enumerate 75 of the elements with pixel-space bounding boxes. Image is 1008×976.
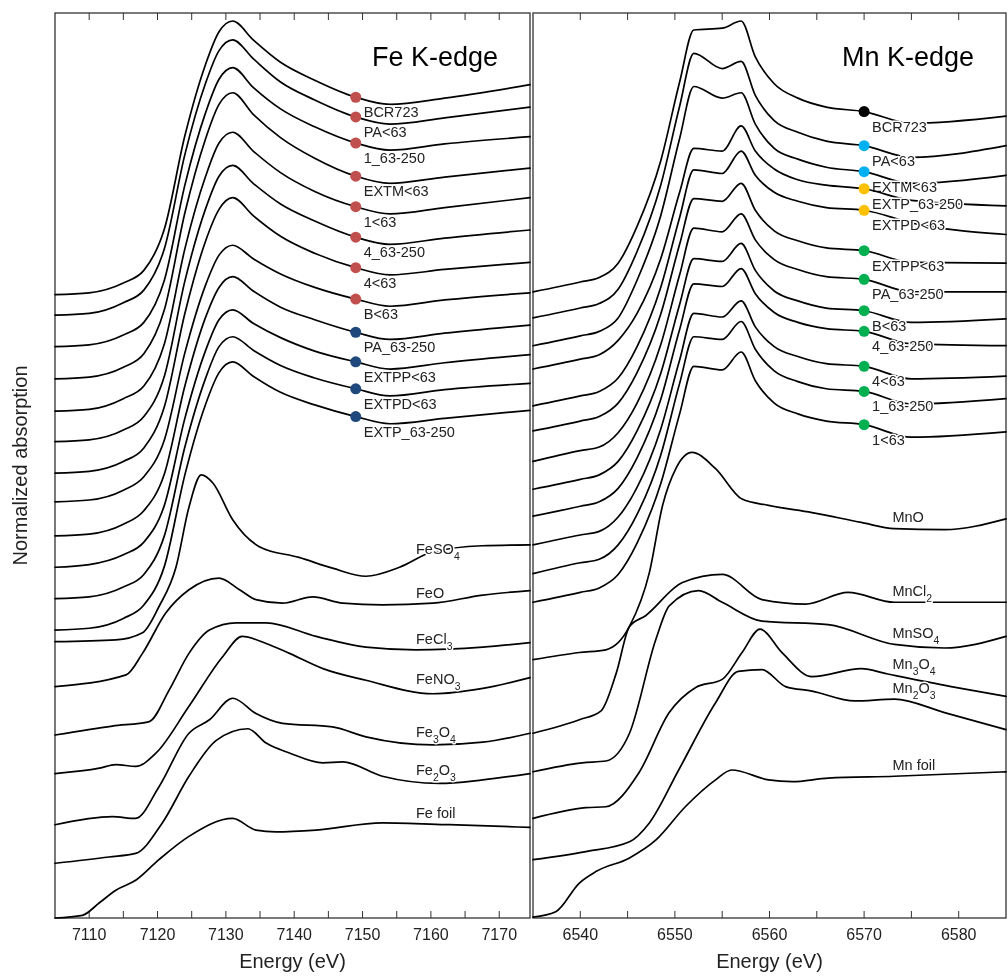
series-label: 1_63-250 — [363, 149, 425, 166]
series-label: 1_63-250 — [872, 398, 934, 415]
series-label: EXTP_63-250 — [363, 423, 455, 440]
point — [350, 91, 362, 103]
series-label: 1<63 — [363, 213, 397, 230]
series-label: BCR723 — [872, 118, 927, 135]
x-tick-label: 7120 — [139, 926, 176, 943]
series-label: Mn$_{2}$O$_{3}$ — [892, 680, 936, 701]
x-tick-label: 7170 — [481, 926, 518, 943]
series-label: FeNO$_{3}$ — [416, 671, 461, 692]
series-label: Mn foil — [892, 757, 936, 774]
series-label: PA<63 — [363, 123, 407, 140]
series-label: EXTPP<63 — [872, 257, 945, 274]
x-tick-label: 7160 — [413, 926, 449, 943]
point — [350, 201, 362, 213]
series-label: 4<63 — [872, 373, 905, 390]
series-label: MnSO$_{4}$ — [892, 624, 940, 646]
series-label: FeCl$_{3}$ — [416, 630, 453, 652]
point — [858, 183, 870, 195]
series-label: EXTM<63 — [363, 183, 429, 200]
point — [350, 293, 362, 305]
point — [350, 262, 362, 274]
series-label: MnO — [892, 509, 924, 526]
series-label: EXTM<63 — [872, 178, 937, 195]
series-label: 4<63 — [363, 274, 397, 291]
point — [858, 419, 870, 431]
series-label: PA<63 — [872, 152, 915, 169]
series-label: BCR723 — [363, 104, 419, 121]
series-label: 4_63-250 — [872, 338, 934, 355]
point — [858, 204, 870, 216]
point — [858, 385, 870, 397]
point — [858, 140, 870, 152]
point — [350, 326, 362, 338]
series-label: PA_63-250 — [363, 339, 436, 356]
point — [858, 106, 870, 118]
x-tick-label: 7140 — [276, 926, 313, 943]
point — [350, 111, 362, 123]
point — [350, 170, 362, 182]
x-tick-label: 6540 — [562, 926, 599, 943]
x-tick-label: 7150 — [344, 926, 381, 943]
point — [350, 137, 362, 149]
series-label: 1<63 — [872, 431, 905, 448]
text: Fe K-edge — [371, 42, 498, 72]
text: Mn K-edge — [841, 42, 974, 72]
x-tick-label: 6560 — [751, 926, 788, 943]
x-tick-label: 6550 — [657, 926, 693, 943]
x-tick-label: 7110 — [71, 926, 107, 943]
point — [858, 273, 870, 285]
series-label: Mn$_{3}$O$_{4}$ — [892, 655, 936, 677]
series-label: EXTPP<63 — [363, 368, 436, 385]
x-axis-title: Energy (eV) — [239, 950, 346, 972]
x-tick-label: 6580 — [940, 926, 977, 943]
x-tick-label: 7130 — [208, 926, 244, 943]
series-label: EXTPD<63 — [363, 395, 437, 412]
point — [858, 245, 870, 257]
series-label: PA_63-250 — [872, 286, 944, 303]
point — [858, 360, 870, 372]
point — [350, 383, 362, 395]
series-label: B<63 — [872, 317, 907, 334]
series-label: FeO — [416, 584, 445, 601]
point — [350, 356, 362, 368]
point — [350, 411, 362, 423]
x-axis-title: Energy (eV) — [716, 950, 823, 972]
series-label: Fe$_{3}$O$_{4}$ — [416, 723, 457, 745]
y-axis-title: Normalized absorption — [9, 365, 31, 566]
series-label: 4_63-250 — [363, 244, 425, 261]
point — [858, 325, 870, 337]
series-label: MnCl$_{2}$ — [892, 582, 933, 604]
series-label: Fe$_{2}$O$_{3}$ — [416, 761, 457, 783]
point — [858, 305, 870, 317]
point — [858, 166, 870, 178]
series-label: B<63 — [363, 306, 398, 323]
point — [350, 231, 362, 243]
x-tick-label: 6570 — [846, 926, 882, 943]
series-label: Fe foil — [416, 804, 456, 821]
